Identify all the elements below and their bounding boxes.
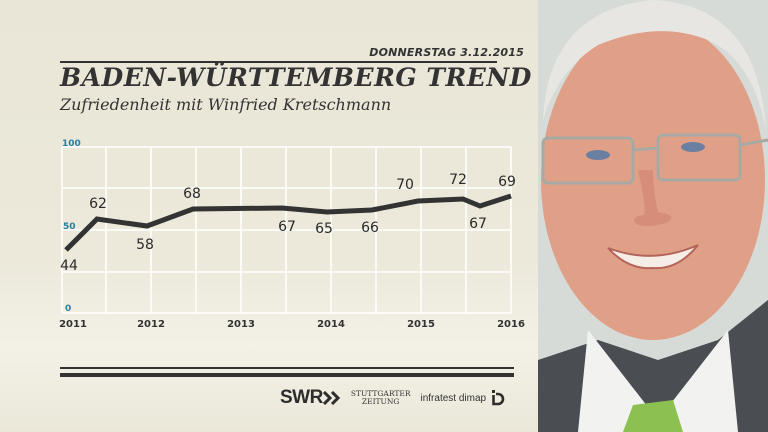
point-label: 66 (361, 220, 379, 236)
top-divider (60, 61, 497, 63)
point-label: 69 (498, 174, 516, 190)
double-chevron-icon (322, 391, 340, 405)
swr-text: SWR (280, 387, 323, 408)
date-label: DONNERSTAG 3.12.2015 (369, 46, 524, 59)
grid (61, 146, 512, 314)
point-label: 44 (60, 258, 78, 274)
stuttgarter-zeitung-logo: STUTTGARTER ZEITUNG (351, 390, 411, 406)
point-label: 67 (278, 219, 296, 235)
x-tick-2015: 2015 (407, 319, 435, 330)
x-tick-2011: 2011 (59, 319, 87, 330)
source-logos: SWR STUTTGARTER ZEITUNG infratest dimap (280, 386, 505, 410)
chart-subtitle: Zufriedenheit mit Winfried Kretschmann (60, 95, 392, 114)
point-label: 72 (449, 172, 467, 188)
portrait-photo (538, 0, 768, 432)
point-label: 68 (183, 186, 201, 202)
x-tick-2016: 2016 (497, 319, 525, 330)
point-label: 58 (136, 237, 154, 253)
infratest-logo: infratest dimap (420, 390, 505, 406)
y-tick-50: 50 (63, 222, 76, 232)
chart-title: BADEN-WÜRTTEMBERG TREND (60, 63, 532, 92)
point-label: 70 (396, 177, 414, 193)
point-label: 65 (315, 221, 333, 237)
portrait-illustration (538, 0, 768, 432)
x-tick-2013: 2013 (227, 319, 255, 330)
infratest-icon (492, 390, 505, 406)
footer-divider-thin (60, 367, 514, 369)
y-tick-100: 100 (62, 139, 81, 149)
point-label: 67 (469, 216, 487, 232)
swr-logo: SWR (280, 387, 341, 409)
y-tick-0: 0 (65, 304, 71, 314)
point-label: 62 (89, 196, 107, 212)
x-tick-2012: 2012 (137, 319, 165, 330)
x-tick-2014: 2014 (317, 319, 345, 330)
stuttgarter-line2: ZEITUNG (361, 397, 400, 406)
footer-divider-thick (60, 373, 514, 377)
trend-line (64, 193, 512, 252)
chart-panel: DONNERSTAG 3.12.2015 BADEN-WÜRTTEMBERG T… (59, 46, 532, 410)
line-chart: 100 50 0 2011 2012 2013 2014 2015 2016 4… (59, 139, 525, 330)
infratest-text: infratest dimap (420, 392, 487, 404)
stuttgarter-line1: STUTTGARTER (350, 389, 411, 398)
